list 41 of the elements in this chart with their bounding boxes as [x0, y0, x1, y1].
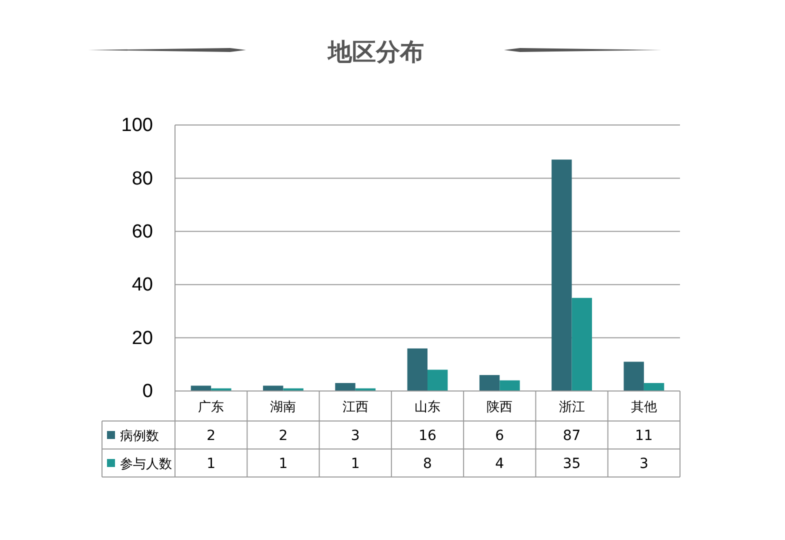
bar: [428, 370, 448, 391]
chart-title: 地区分布: [327, 38, 424, 66]
bar: [479, 375, 500, 391]
x-tick-label: 湖南: [270, 400, 296, 415]
x-tick-label: 浙江: [558, 400, 585, 415]
bar: [572, 298, 592, 391]
bar: [644, 383, 664, 391]
data-label: 1: [278, 456, 288, 472]
data-label: 3: [639, 456, 648, 472]
bar: [407, 348, 428, 391]
bar: [335, 383, 356, 391]
data-label: 6: [495, 428, 504, 444]
data-label: 8: [423, 456, 432, 472]
data-label: 4: [495, 456, 504, 472]
x-tick-label: 其他: [630, 400, 657, 415]
data-label: 3: [350, 428, 360, 444]
bar: [190, 386, 212, 391]
x-tick-label: 山东: [414, 400, 440, 415]
y-tick-label: 60: [132, 221, 153, 242]
bar: [500, 380, 520, 391]
x-tick-label: 江西: [342, 400, 368, 415]
data-label: 2: [206, 428, 216, 444]
legend-label: 病例数: [120, 429, 159, 444]
legend-label: 参与人数: [120, 457, 172, 472]
data-label: 35: [562, 456, 581, 472]
bar: [552, 160, 572, 391]
data-label: 1: [206, 456, 216, 472]
y-tick-label: 80: [132, 168, 153, 190]
y-tick-label: 0: [142, 381, 153, 402]
y-tick-label: 40: [132, 274, 153, 296]
data-label: 2: [278, 428, 288, 444]
y-tick-label: 100: [121, 115, 153, 136]
data-label: 16: [418, 428, 436, 444]
data-label: 1: [350, 456, 360, 472]
bar: [624, 362, 644, 391]
y-tick-label: 20: [132, 328, 153, 349]
x-tick-label: 陕西: [486, 400, 513, 415]
x-tick-label: 广东: [198, 400, 224, 415]
data-label: 11: [635, 428, 653, 444]
bar: [263, 386, 284, 391]
data-label: 87: [562, 428, 581, 444]
